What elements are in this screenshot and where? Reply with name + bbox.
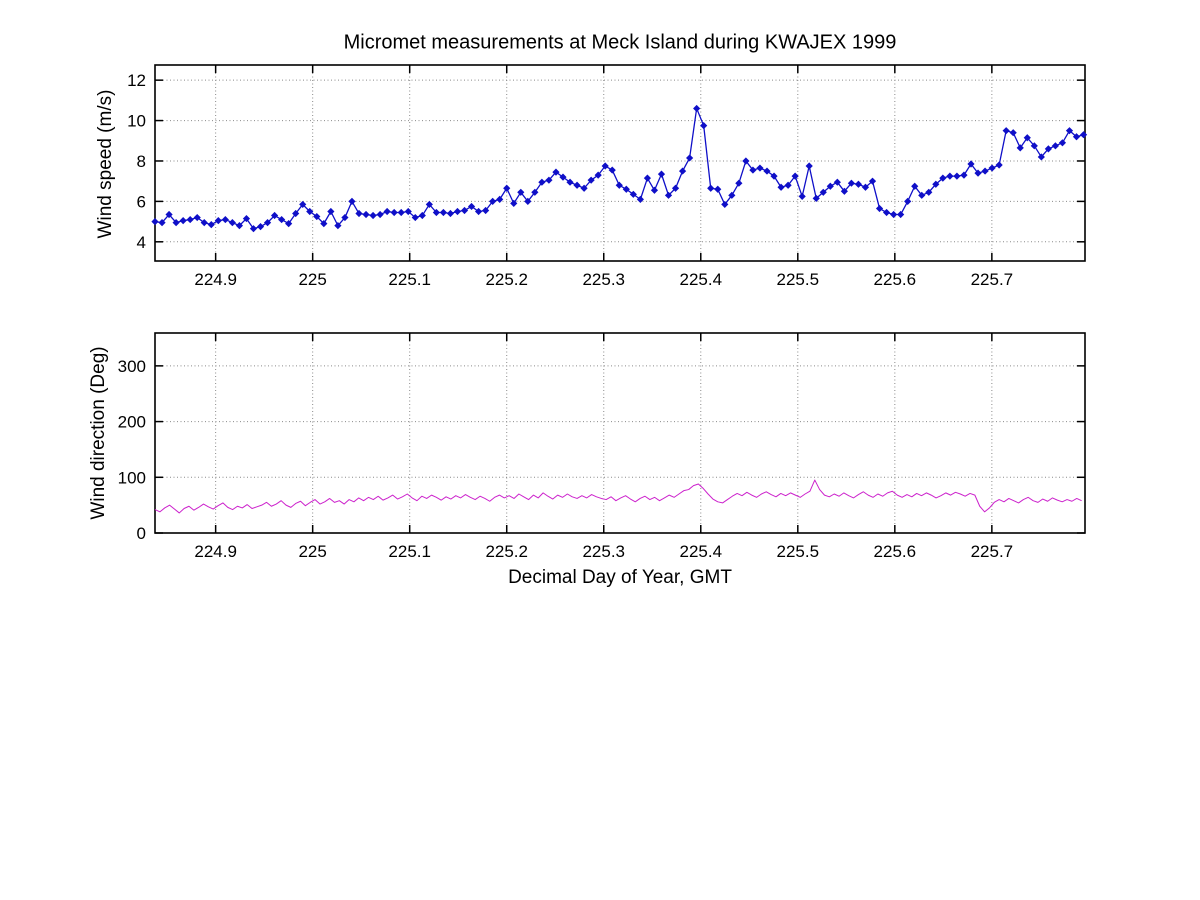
y-tick-labels: 4 6 8 10 12 — [127, 71, 146, 252]
x-tick-label: 225 — [298, 270, 326, 289]
grid-lines — [156, 334, 1084, 532]
grid-lines — [156, 66, 1084, 260]
x-tick-label: 225 — [298, 542, 326, 561]
y-tick-label: 12 — [127, 71, 146, 90]
x-tick-label: 225.6 — [874, 542, 917, 561]
wind-speed-plot: 224.9 225 225.1 225.2 225.3 225.4 225.5 225.6 22… — [127, 64, 1088, 289]
x-axis-label: Decimal Day of Year, GMT — [508, 567, 732, 588]
y-tick-label: 6 — [137, 192, 146, 211]
wind-speed-line — [154, 107, 1084, 230]
x-tick-label: 224.9 — [194, 270, 237, 289]
x-tick-label: 225.5 — [777, 270, 820, 289]
wind-direction-plot: 224.9 225 225.1 225.2 225.3 225.4 225.5 225.6 22… — [118, 332, 1086, 561]
wind-direction-line — [154, 479, 1082, 514]
axes-box — [154, 332, 1086, 534]
x-tick-label: 225.5 — [777, 542, 820, 561]
x-tick-label: 225.7 — [971, 542, 1014, 561]
y-tick-label: 200 — [118, 413, 146, 432]
y-tick-label: 300 — [118, 357, 146, 376]
x-tick-labels: 224.9 225 225.1 225.2 225.3 225.4 225.5 225.6 22… — [194, 270, 1013, 289]
y-tick-label: 100 — [118, 468, 146, 487]
x-tick-labels: 224.9 225 225.1 225.2 225.3 225.4 225.5 225.6 22… — [194, 542, 1013, 561]
wind-speed-markers — [151, 104, 1088, 233]
tick-marks — [155, 333, 1085, 534]
y-tick-label: 4 — [137, 233, 146, 252]
tick-marks — [155, 65, 1085, 261]
x-tick-label: 225.4 — [680, 542, 723, 561]
y-tick-label: 8 — [137, 152, 146, 171]
x-tick-label: 225.1 — [388, 270, 431, 289]
y-tick-label: 10 — [127, 112, 146, 131]
x-tick-label: 225.2 — [485, 542, 528, 561]
axes-box — [154, 64, 1086, 262]
x-tick-label: 225.1 — [388, 542, 431, 561]
chart-title: Micromet measurements at Meck Island dur… — [343, 31, 897, 54]
y-tick-label: 0 — [137, 524, 146, 543]
x-tick-label: 225.6 — [874, 270, 917, 289]
x-tick-label: 225.3 — [582, 542, 625, 561]
x-tick-label: 225.2 — [485, 270, 528, 289]
x-tick-label: 225.4 — [680, 270, 723, 289]
x-tick-label: 224.9 — [194, 542, 237, 561]
x-tick-label: 225.3 — [582, 270, 625, 289]
y-tick-labels: 0 100 200 300 — [118, 357, 146, 543]
x-tick-label: 225.7 — [971, 270, 1014, 289]
